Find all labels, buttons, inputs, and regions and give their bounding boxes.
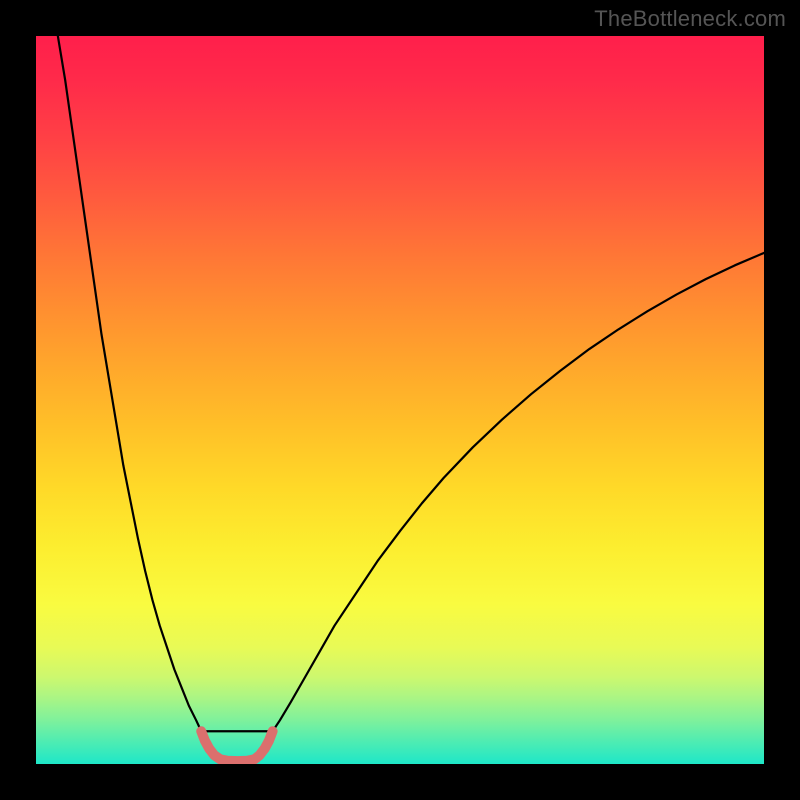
plot-area [36, 36, 764, 764]
curve-pink-v [201, 731, 272, 761]
curve-black [58, 36, 764, 731]
watermark-text: TheBottleneck.com [594, 6, 786, 32]
curve-overlay [36, 36, 764, 764]
